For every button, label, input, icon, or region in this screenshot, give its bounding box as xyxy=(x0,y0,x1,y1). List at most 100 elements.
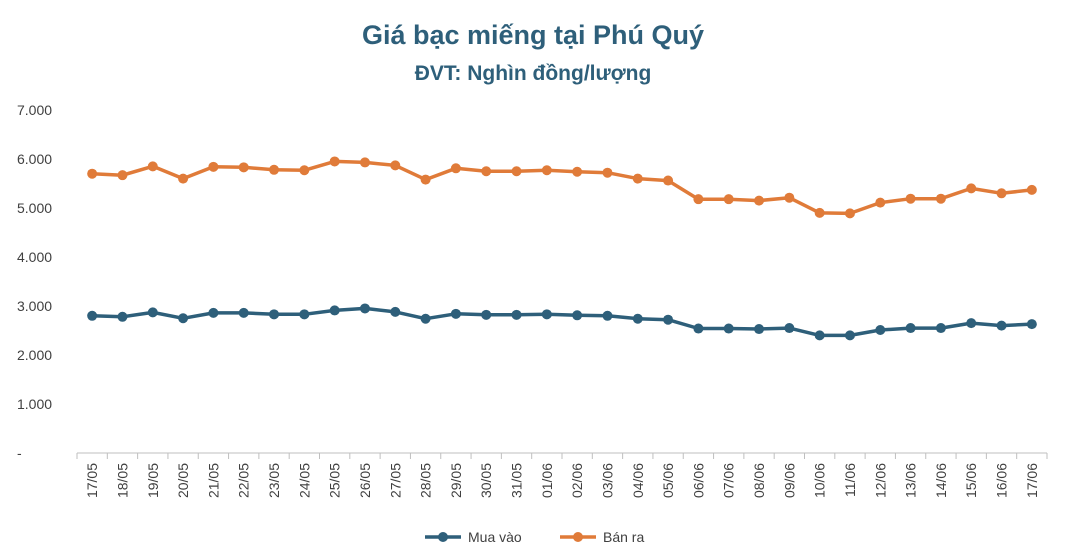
x-tick-label: 19/05 xyxy=(145,463,161,498)
x-axis: 17/05 18/05 19/05 20/05 21/05 22/05 23/05 24/05… xyxy=(76,452,1048,498)
y-axis: - 1.000 2.000 3.000 4.000 5.000 6.000 7.000 xyxy=(17,102,52,461)
x-tick-label: 27/05 xyxy=(387,463,403,498)
x-tick-label: 17/05 xyxy=(84,463,100,498)
y-tick-label: 1.000 xyxy=(17,396,52,412)
x-tick-label: 07/06 xyxy=(721,463,737,498)
data-point xyxy=(693,323,704,334)
legend-label: Mua vào xyxy=(468,529,522,545)
x-tick-label: 21/05 xyxy=(205,463,221,498)
x-tick-label: 25/05 xyxy=(327,463,343,498)
data-point xyxy=(117,170,128,181)
data-point xyxy=(966,183,977,194)
x-tick-label: 23/05 xyxy=(266,463,282,498)
y-tick-label: - xyxy=(17,445,22,461)
y-tick-label: 5.000 xyxy=(17,200,52,216)
data-point xyxy=(572,310,583,321)
plot-area xyxy=(87,156,1037,341)
data-point xyxy=(359,303,370,314)
series-line-0 xyxy=(92,306,1032,338)
legend-swatch-marker xyxy=(573,532,583,542)
x-tick-label: 18/05 xyxy=(114,463,130,498)
data-point xyxy=(269,164,280,175)
x-tick-label: 16/06 xyxy=(994,463,1010,498)
data-point xyxy=(178,173,189,184)
data-point xyxy=(966,318,977,329)
data-point xyxy=(390,160,401,171)
data-point xyxy=(299,309,310,320)
data-point xyxy=(117,311,128,322)
x-tick-label: 26/05 xyxy=(357,463,373,498)
data-point xyxy=(147,307,158,318)
data-point xyxy=(329,305,340,316)
x-tick-label: 12/06 xyxy=(872,463,888,498)
data-point xyxy=(663,175,674,186)
x-tick-label: 11/06 xyxy=(842,463,858,497)
data-point xyxy=(632,313,643,324)
y-tick-label: 7.000 xyxy=(17,102,52,118)
data-point xyxy=(875,197,886,208)
data-point xyxy=(208,307,219,318)
data-point xyxy=(390,306,401,317)
x-tick-label: 14/06 xyxy=(933,463,949,498)
x-tick-label: 22/05 xyxy=(236,463,252,498)
data-point xyxy=(481,166,492,177)
data-point xyxy=(723,323,734,334)
data-point xyxy=(420,313,431,324)
legend-swatch-marker xyxy=(438,532,448,542)
data-point xyxy=(814,330,825,341)
data-point xyxy=(572,166,583,177)
y-tick-label: 6.000 xyxy=(17,151,52,167)
data-point xyxy=(844,208,855,219)
data-point xyxy=(238,307,249,318)
x-tick-label: 05/06 xyxy=(660,463,676,498)
data-point xyxy=(1026,184,1037,195)
series-line-1 xyxy=(92,159,1032,216)
data-point xyxy=(935,193,946,204)
data-point xyxy=(754,324,765,335)
chart-title: Giá bạc miếng tại Phú Quý xyxy=(362,20,704,50)
data-point xyxy=(511,309,522,320)
y-tick-label: 4.000 xyxy=(17,249,52,265)
data-point xyxy=(602,167,613,178)
data-point xyxy=(905,323,916,334)
x-tick-label: 03/06 xyxy=(599,463,615,498)
x-tick-label: 29/05 xyxy=(448,463,464,498)
data-point xyxy=(905,193,916,204)
data-point xyxy=(996,320,1007,331)
data-point xyxy=(875,325,886,336)
x-tick-label: 31/05 xyxy=(509,463,525,498)
data-point xyxy=(693,194,704,205)
data-point xyxy=(754,195,765,206)
data-point xyxy=(935,323,946,334)
data-point xyxy=(208,161,219,172)
y-tick-label: 3.000 xyxy=(17,298,52,314)
legend-label: Bán ra xyxy=(603,529,644,545)
data-point xyxy=(450,163,461,174)
data-point xyxy=(602,310,613,321)
data-point xyxy=(1026,319,1037,330)
data-point xyxy=(87,310,98,321)
chart-subtitle: ĐVT: Nghìn đồng/lượng xyxy=(415,62,652,85)
data-point xyxy=(87,168,98,179)
data-point xyxy=(269,309,280,320)
x-tick-label: 24/05 xyxy=(296,463,312,498)
x-tick-label: 06/06 xyxy=(690,463,706,498)
data-point xyxy=(663,314,674,325)
x-tick-label: 10/06 xyxy=(812,463,828,498)
data-point xyxy=(147,161,158,172)
data-point xyxy=(784,192,795,203)
data-point xyxy=(481,309,492,320)
legend: Mua vào Bán ra xyxy=(425,529,644,545)
data-point xyxy=(420,174,431,185)
data-point xyxy=(238,162,249,173)
x-tick-label: 15/06 xyxy=(963,463,979,498)
data-point xyxy=(299,165,310,176)
data-point xyxy=(723,194,734,205)
x-tick-label: 08/06 xyxy=(751,463,767,498)
x-tick-label: 17/06 xyxy=(1024,463,1040,498)
data-point xyxy=(359,157,370,168)
data-point xyxy=(996,188,1007,199)
data-point xyxy=(450,308,461,319)
data-point xyxy=(178,313,189,324)
